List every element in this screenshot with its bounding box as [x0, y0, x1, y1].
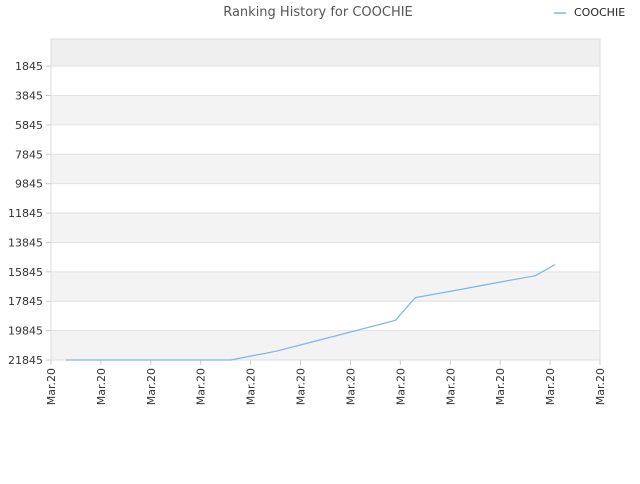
- series-layer: [66, 264, 556, 361]
- plot-band: [51, 95, 600, 125]
- x-tick-label: Mar.20: [594, 368, 607, 405]
- y-tick-label: 1845: [15, 60, 43, 73]
- x-axis: Mar.20 Mar.20 Mar.20 Mar.20 Mar.20 Mar.20 Mar.…: [45, 360, 607, 405]
- plot-band: [51, 213, 600, 243]
- y-tick-label: 17845: [8, 295, 43, 308]
- y-tick-label: 21845: [8, 354, 43, 367]
- x-tick-label: Mar.20: [145, 368, 158, 405]
- plot-bands: [51, 39, 600, 360]
- y-tick-label: 7845: [15, 148, 43, 161]
- x-tick-label: Mar.20: [344, 368, 357, 405]
- x-tick-label: Mar.20: [494, 368, 507, 405]
- chart-title: Ranking History for COOCHIE: [223, 5, 413, 20]
- plot-band: [51, 330, 600, 360]
- x-tick-label: Mar.20: [544, 368, 557, 405]
- legend-label-coochie: COOCHIE: [574, 6, 625, 19]
- plot-band: [51, 271, 600, 302]
- x-tick-label: Mar.20: [195, 368, 208, 405]
- plot-frame: [50, 38, 601, 361]
- plot-band: [51, 154, 600, 184]
- legend[interactable]: COOCHIE: [554, 6, 625, 19]
- x-tick-label: Mar.20: [95, 368, 108, 405]
- plot-border: [50, 38, 601, 361]
- x-tick-label: Mar.20: [45, 368, 58, 405]
- y-tick-label: 15845: [8, 266, 43, 279]
- plot-band: [51, 39, 600, 67]
- x-tick-label: Mar.20: [295, 368, 308, 405]
- y-tick-label: 3845: [15, 90, 43, 103]
- y-tick-label: 13845: [8, 236, 43, 249]
- x-tick-label: Mar.20: [444, 368, 457, 405]
- x-tick-label: Mar.20: [245, 368, 258, 405]
- y-tick-label: 9845: [15, 178, 43, 191]
- y-tick-label: 19845: [8, 325, 43, 338]
- y-tick-label: 11845: [8, 207, 43, 220]
- y-axis: 1845 3845 5845 7845 9845 11845 13845 15845 17845…: [8, 60, 51, 367]
- series-line-coochie: [66, 264, 556, 361]
- y-tick-label: 5845: [15, 119, 43, 132]
- x-tick-label: Mar.20: [394, 368, 407, 405]
